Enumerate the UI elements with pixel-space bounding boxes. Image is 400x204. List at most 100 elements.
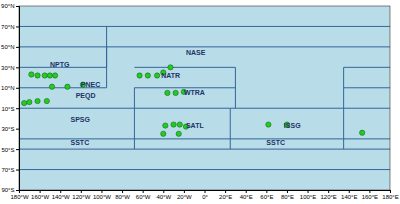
tick-mark [143,190,144,193]
tick-label: 40°E [240,194,253,200]
tick: 0° [202,190,208,200]
boundary-line [344,67,390,68]
tick-mark [205,190,206,193]
boundary-line [230,138,343,139]
tick-mark [60,190,61,193]
sample-point [49,84,54,89]
tick-label: 10°N [1,85,14,91]
tick: 30°N [1,65,19,71]
tick-label: 60°E [260,194,273,200]
province-label: NPTG [50,61,70,68]
sample-point [163,123,168,128]
tick: 40°W [156,190,171,200]
tick-mark [16,108,19,109]
sample-point [27,99,32,104]
sample-point [173,90,178,95]
tick-mark [328,190,329,193]
tick-mark [16,6,19,7]
tick-label: 90°N [1,3,14,9]
axis-line [16,7,20,191]
tick-mark [40,190,41,193]
tick-mark [287,190,288,193]
sample-point [266,122,271,127]
sample-point [52,73,57,78]
x-axis: 180°W160°W140°W120°W100°W80°W60°W40°W20°… [10,190,398,200]
province-label: WTRA [184,89,205,96]
tick: 160°W [31,190,49,200]
boundary-line [344,108,390,109]
boundary-line [343,108,344,139]
y-axis: 90°S 70°S 50°S 30°S 10°S 10°N 30°N 50°N 70°N 90°N [1,3,19,193]
chart: NPTGPNECPEQDSPSGSSTCNASENATRWTRASATLSSTC… [0,0,400,204]
tick: 20°E [219,190,232,200]
marks [19,26,390,169]
tick: 100°E [300,190,316,200]
boundary-line [19,26,390,27]
boundary-line [19,149,390,150]
tick: 80°E [281,190,294,200]
tick-mark [225,190,226,193]
tick-label: 80°E [281,194,294,200]
tick-mark [308,190,309,193]
boundary-line [106,47,107,88]
boundary-line [19,46,390,47]
tick-label: 60°W [136,194,151,200]
sample-point [360,130,365,135]
boundary-line [344,87,390,88]
tick: 70°N [1,24,19,30]
tick-mark [16,149,19,150]
sample-point [42,73,47,78]
tick: 60°E [260,190,273,200]
tick: 60°W [136,190,151,200]
boundary-line [19,108,134,109]
province-label: NASE [186,49,206,56]
sample-point [47,73,52,78]
sample-point [154,73,159,78]
tick: 90°N [1,3,19,9]
tick: 10°N [1,85,19,91]
sample-point [29,72,34,77]
tick-mark [122,190,123,193]
tick-label: 70°N [1,24,14,30]
province-label: SSTC [266,139,285,146]
tick: 90°S [1,187,19,193]
tick: 10°S [1,106,19,112]
tick-label: 70°S [1,167,14,173]
boundary-line [134,108,135,139]
boundary-line [343,139,344,149]
province-label: SPSG [71,116,91,123]
sample-point [168,65,173,70]
tick: 70°S [1,167,19,173]
tick: 160°E [362,190,378,200]
tick: 50°N [1,44,19,50]
tick: 50°S [1,147,19,153]
boundary-line [19,169,390,170]
tick-label: 180°W [10,194,28,200]
boundary-line [134,139,135,149]
sample-point [165,90,170,95]
tick-label: 30°S [1,126,14,132]
tick-mark [16,67,19,68]
tick: 20°W [177,190,192,200]
sample-point [145,73,150,78]
province-label: SSTC [71,139,90,146]
province-label: PNEC [81,81,100,88]
boundary-line [235,67,236,108]
tick: 180°E [382,190,398,200]
sample-point [161,131,166,136]
tick-mark [16,47,19,48]
tick-mark [390,190,391,193]
tick-mark [16,129,19,130]
sample-point [44,98,49,103]
sample-point [137,73,142,78]
tick-mark [16,170,19,171]
tick-label: 50°S [1,147,14,153]
boundary-line [230,139,231,149]
tick-mark [349,190,350,193]
tick-label: 140°E [341,194,357,200]
tick-label: 20°W [177,194,192,200]
tick: 140°W [52,190,70,200]
province-label: PEQD [76,92,96,100]
tick-label: 160°W [31,194,49,200]
tick: 120°E [320,190,336,200]
